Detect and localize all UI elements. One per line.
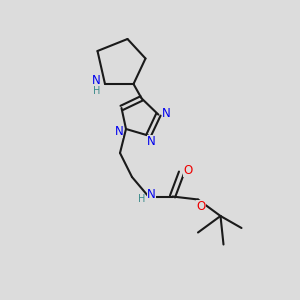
- Text: N: N: [162, 106, 171, 120]
- Text: N: N: [92, 74, 101, 87]
- Text: N: N: [146, 135, 155, 148]
- Text: O: O: [183, 164, 192, 177]
- Text: H: H: [93, 85, 100, 96]
- Text: N: N: [147, 188, 156, 201]
- Text: O: O: [196, 200, 206, 213]
- Text: N: N: [114, 125, 123, 138]
- Text: H: H: [138, 194, 146, 205]
